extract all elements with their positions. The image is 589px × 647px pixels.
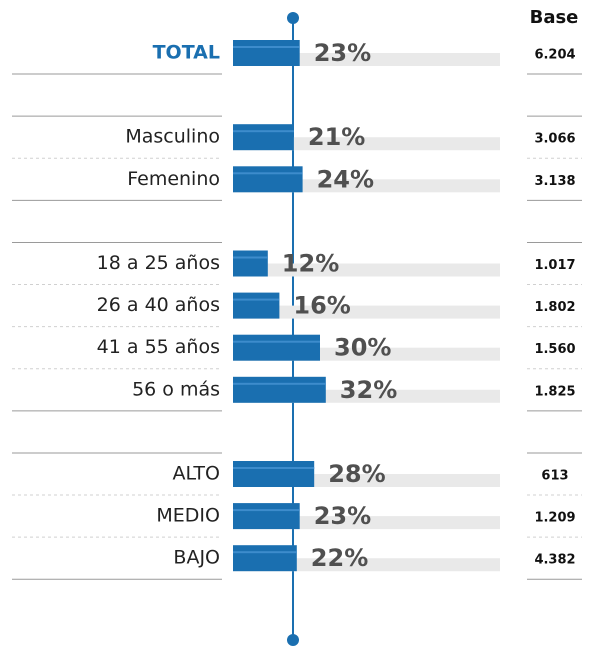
base-label: 3.138 [534, 174, 575, 189]
category-label: MEDIO [156, 505, 220, 527]
bar [233, 376, 326, 403]
value-label: 30% [334, 334, 391, 362]
base-label: 613 [541, 469, 568, 484]
axis-dot [287, 634, 299, 646]
bar [233, 40, 300, 66]
bar-highlight [233, 340, 320, 343]
bar-highlight [233, 256, 268, 259]
bar [233, 334, 320, 361]
bar [233, 461, 315, 487]
track [233, 305, 500, 319]
category-label: Masculino [125, 126, 220, 148]
track [233, 137, 500, 151]
bar-highlight [233, 467, 315, 469]
base-label: 6.204 [534, 48, 575, 63]
value-label: 21% [308, 123, 365, 151]
bar-highlight [233, 172, 303, 175]
value-label: 16% [293, 292, 350, 320]
category-label: TOTAL [153, 42, 220, 64]
value-label: 23% [314, 39, 371, 67]
base-label: 1.017 [534, 258, 575, 273]
category-label: BAJO [173, 547, 220, 569]
category-label: 41 a 55 años [97, 336, 220, 358]
category-label: 18 a 25 años [97, 252, 220, 274]
bar-highlight [233, 46, 300, 48]
bar [233, 545, 297, 572]
base-label: 1.560 [534, 342, 575, 357]
base-label: 3.066 [534, 132, 575, 147]
axis-dot [287, 12, 299, 24]
value-label: 22% [311, 544, 368, 572]
bar [233, 250, 268, 277]
track [233, 558, 500, 572]
track [233, 53, 500, 66]
value-label: 28% [328, 460, 385, 488]
bar-highlight [233, 509, 300, 512]
bar-highlight [233, 130, 294, 133]
bar [233, 124, 294, 151]
bar [233, 292, 280, 319]
bar-highlight [233, 382, 326, 385]
base-title: Base [530, 7, 579, 28]
base-label: 4.382 [534, 553, 575, 568]
category-label: 26 a 40 años [97, 294, 220, 316]
track [233, 263, 500, 277]
track [233, 516, 500, 530]
base-label: 1.209 [534, 511, 575, 526]
value-label: 32% [340, 376, 397, 404]
base-label: 1.825 [534, 384, 575, 399]
bar-highlight [233, 551, 297, 554]
value-label: 24% [317, 165, 374, 193]
bar [233, 166, 303, 193]
base-label: 1.802 [534, 300, 575, 315]
category-label: Femenino [127, 168, 220, 190]
value-label: 23% [314, 502, 371, 530]
bar-highlight [233, 298, 280, 301]
value-label: 12% [282, 250, 339, 278]
bar [233, 503, 300, 530]
category-label: ALTO [172, 463, 220, 485]
category-label: 56 o más [132, 378, 220, 400]
